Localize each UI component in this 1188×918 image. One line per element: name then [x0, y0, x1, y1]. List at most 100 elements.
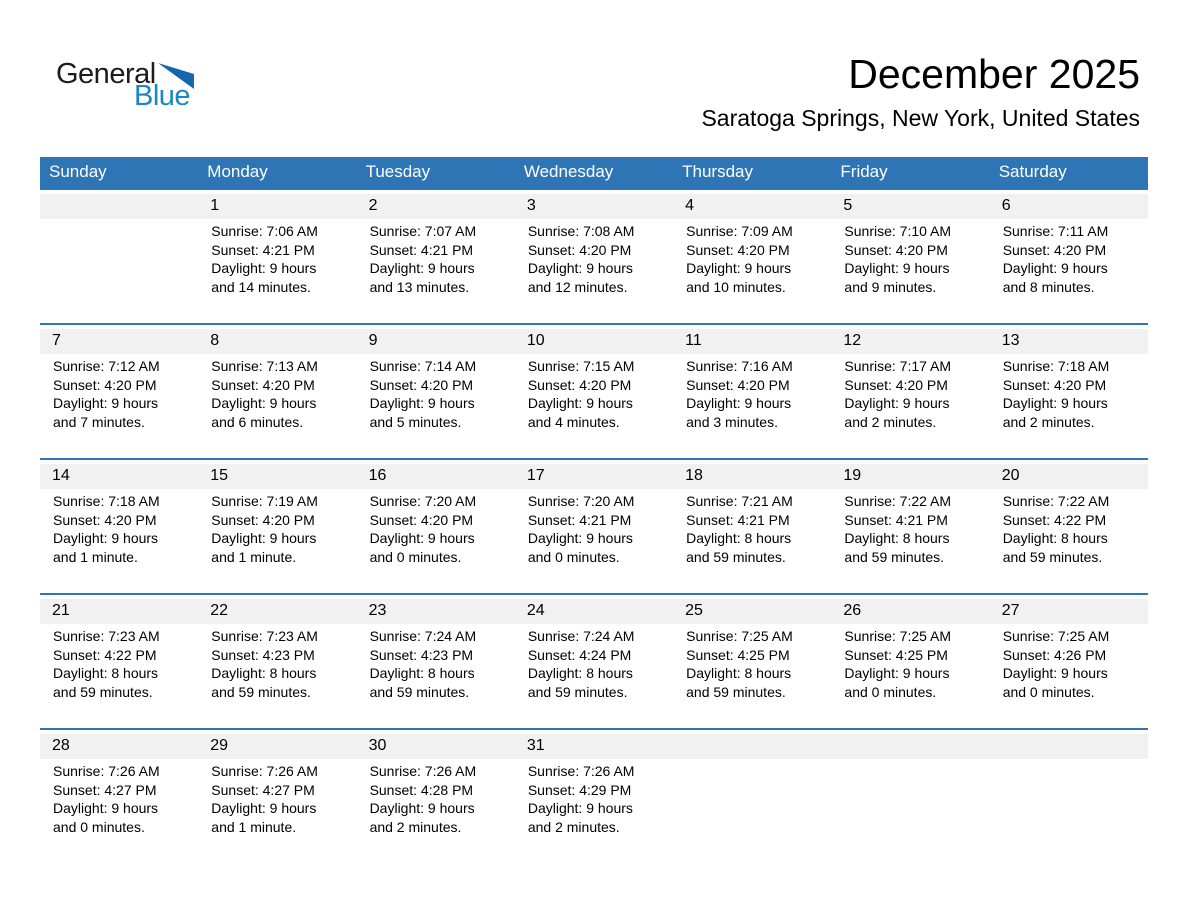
day-number-band: 16 [356, 464, 515, 489]
sunrise-text: Sunrise: 7:13 AM [211, 358, 318, 374]
day-number-band: 6 [989, 194, 1148, 219]
day-info: Sunrise: 7:17 AM Sunset: 4:20 PM Daylight:… [831, 354, 989, 431]
day-info: Sunrise: 7:12 AM Sunset: 4:20 PM Daylight:… [40, 354, 198, 431]
day-number-band: 4 [673, 194, 832, 219]
sunrise-text: Sunrise: 7:18 AM [53, 493, 160, 509]
day-cell-28: 28 Sunrise: 7:26 AM Sunset: 4:27 PM Dayligh… [40, 729, 199, 863]
day-info: Sunrise: 7:10 AM Sunset: 4:20 PM Daylight:… [831, 219, 989, 296]
sunset-text: Sunset: 4:25 PM [844, 646, 948, 663]
day-number-band [40, 194, 199, 219]
daylight-line-1: Daylight: 8 hours [211, 665, 317, 682]
day-number-band: 9 [356, 329, 515, 354]
day-info: Sunrise: 7:25 AM Sunset: 4:25 PM Daylight:… [673, 624, 831, 701]
week-row-5: 28 Sunrise: 7:26 AM Sunset: 4:27 PM Dayligh… [40, 729, 1148, 863]
sunrise-text: Sunrise: 7:20 AM [527, 493, 635, 509]
daylight-line-1: Daylight: 9 hours [211, 800, 317, 817]
sunset-text: Sunset: 4:21 PM [369, 241, 474, 258]
day-cell-empty [40, 189, 199, 324]
day-info: Sunrise: 7:24 AM Sunset: 4:23 PM Daylight:… [357, 624, 515, 701]
day-info: Sunrise: 7:14 AM Sunset: 4:20 PM Daylight:… [357, 354, 515, 431]
daylight-line-1: Daylight: 9 hours [211, 260, 317, 277]
daylight-line-2: and 2 minutes. [369, 818, 462, 835]
day-cell-5: 5 Sunrise: 7:10 AM Sunset: 4:20 PM Daylight… [831, 189, 990, 324]
day-cell-29: 29 Sunrise: 7:26 AM Sunset: 4:27 PM Dayligh… [198, 729, 357, 863]
sunrise-text: Sunrise: 7:22 AM [1002, 493, 1110, 509]
daylight-line-1: Daylight: 9 hours [211, 395, 317, 412]
sunrise-text: Sunrise: 7:07 AM [369, 223, 477, 239]
weekday-header-sunday: Sunday [40, 157, 199, 189]
sunset-text: Sunset: 4:20 PM [844, 241, 948, 258]
sunrise-text: Sunrise: 7:16 AM [686, 358, 793, 374]
daylight-line-2: and 2 minutes. [844, 413, 937, 430]
day-number-band: 12 [831, 329, 990, 354]
weekday-header-friday: Friday [831, 157, 990, 189]
day-cell-22: 22 Sunrise: 7:23 AM Sunset: 4:23 PM Dayligh… [198, 594, 357, 729]
day-number-band: 22 [198, 599, 357, 624]
day-number-band: 31 [514, 734, 674, 759]
day-info: Sunrise: 7:26 AM Sunset: 4:27 PM Daylight:… [198, 759, 356, 836]
day-info: Sunrise: 7:26 AM Sunset: 4:29 PM Daylight:… [515, 759, 673, 836]
day-cell-27: 27 Sunrise: 7:25 AM Sunset: 4:26 PM Dayligh… [989, 594, 1148, 729]
daylight-line-1: Daylight: 9 hours [369, 260, 475, 277]
daylight-line-2: and 0 minutes. [53, 818, 145, 835]
page-subtitle: Saratoga Springs, New York, United State… [701, 105, 1140, 132]
sunrise-text: Sunrise: 7:11 AM [1002, 223, 1109, 239]
daylight-line-2: and 59 minutes. [844, 548, 945, 565]
week-row-2: 7 Sunrise: 7:12 AM Sunset: 4:20 PM Daylight… [40, 324, 1148, 459]
daylight-line-1: Daylight: 9 hours [211, 530, 317, 547]
sunset-text: Sunset: 4:20 PM [527, 241, 632, 258]
sunrise-text: Sunrise: 7:18 AM [1002, 358, 1110, 374]
sunset-text: Sunset: 4:20 PM [369, 511, 474, 528]
daylight-line-2: and 59 minutes. [1002, 548, 1103, 565]
daylight-line-2: and 5 minutes. [369, 413, 462, 430]
day-number-band [989, 734, 1148, 759]
daylight-line-1: Daylight: 9 hours [1002, 665, 1108, 682]
day-number-band: 29 [198, 734, 357, 759]
day-number-band: 11 [673, 329, 832, 354]
title-block: December 2025 Saratoga Springs, New York… [701, 51, 1140, 132]
day-cell-26: 26 Sunrise: 7:25 AM Sunset: 4:25 PM Dayligh… [831, 594, 990, 729]
sunrise-text: Sunrise: 7:14 AM [369, 358, 477, 374]
day-info: Sunrise: 7:16 AM Sunset: 4:20 PM Daylight:… [673, 354, 831, 431]
day-info: Sunrise: 7:15 AM Sunset: 4:20 PM Daylight:… [515, 354, 673, 431]
weekday-header-tuesday: Tuesday [356, 157, 515, 189]
daylight-line-1: Daylight: 9 hours [369, 395, 475, 412]
daylight-line-1: Daylight: 9 hours [369, 530, 475, 547]
daylight-line-1: Daylight: 8 hours [53, 665, 159, 682]
daylight-line-2: and 59 minutes. [686, 548, 786, 565]
daylight-line-1: Daylight: 9 hours [527, 800, 633, 817]
sunrise-text: Sunrise: 7:06 AM [211, 223, 318, 239]
sunrise-text: Sunrise: 7:19 AM [211, 493, 318, 509]
day-cell-25: 25 Sunrise: 7:25 AM Sunset: 4:25 PM Dayligh… [673, 594, 832, 729]
day-info: Sunrise: 7:07 AM Sunset: 4:21 PM Daylight:… [357, 219, 515, 296]
daylight-line-1: Daylight: 9 hours [844, 260, 950, 277]
daylight-line-2: and 0 minutes. [527, 548, 620, 565]
sunrise-text: Sunrise: 7:25 AM [686, 628, 793, 644]
daylight-line-2: and 7 minutes. [53, 413, 145, 430]
sunset-text: Sunset: 4:20 PM [1002, 241, 1107, 258]
daylight-line-2: and 59 minutes. [369, 683, 470, 700]
day-cell-10: 10 Sunrise: 7:15 AM Sunset: 4:20 PM Dayligh… [514, 324, 674, 459]
day-number-band: 26 [831, 599, 990, 624]
day-info: Sunrise: 7:25 AM Sunset: 4:26 PM Daylight:… [990, 624, 1148, 701]
day-cell-17: 17 Sunrise: 7:20 AM Sunset: 4:21 PM Dayligh… [514, 459, 674, 594]
day-number-band: 8 [198, 329, 357, 354]
weekday-header-thursday: Thursday [673, 157, 832, 189]
logo-triangle-icon [157, 63, 194, 89]
daylight-line-1: Daylight: 9 hours [686, 395, 792, 412]
sunrise-text: Sunrise: 7:17 AM [844, 358, 952, 374]
daylight-line-2: and 1 minute. [53, 548, 138, 565]
daylight-line-1: Daylight: 8 hours [369, 665, 475, 682]
daylight-line-1: Daylight: 8 hours [686, 530, 792, 547]
day-cell-12: 12 Sunrise: 7:17 AM Sunset: 4:20 PM Dayligh… [831, 324, 990, 459]
sunrise-text: Sunrise: 7:25 AM [1002, 628, 1110, 644]
day-info: Sunrise: 7:22 AM Sunset: 4:21 PM Daylight:… [831, 489, 989, 566]
sunrise-text: Sunrise: 7:15 AM [527, 358, 635, 374]
sunset-text: Sunset: 4:20 PM [686, 376, 790, 393]
day-cell-7: 7 Sunrise: 7:12 AM Sunset: 4:20 PM Daylight… [40, 324, 199, 459]
sunrise-text: Sunrise: 7:21 AM [686, 493, 793, 509]
day-cell-18: 18 Sunrise: 7:21 AM Sunset: 4:21 PM Dayligh… [673, 459, 832, 594]
day-number-band: 27 [989, 599, 1148, 624]
weekday-header-wednesday: Wednesday [514, 157, 674, 189]
